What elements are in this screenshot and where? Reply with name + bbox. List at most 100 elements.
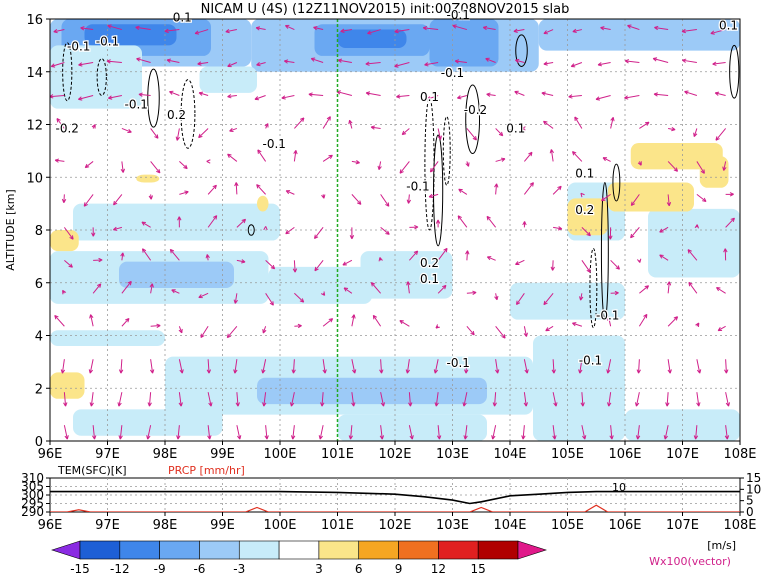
vector-57 xyxy=(169,248,180,261)
vector-105 xyxy=(289,392,295,407)
vector-46 xyxy=(148,194,153,200)
vector-145 xyxy=(379,359,384,374)
vector-250 xyxy=(607,316,612,327)
vector-185 xyxy=(466,325,475,336)
sub-series-line-1 xyxy=(50,504,740,512)
vector-125 xyxy=(322,154,333,162)
vector-285 xyxy=(654,25,669,31)
sub-xtick-label-6: 102E xyxy=(378,518,411,533)
vector-137 xyxy=(351,194,362,205)
vector-241 xyxy=(580,192,585,198)
sub-grid-lines xyxy=(50,478,740,512)
vector-296 xyxy=(684,90,698,96)
vector-41 xyxy=(149,359,155,374)
contour-label-20: 0.1 xyxy=(719,19,738,33)
vector-273 xyxy=(663,425,669,440)
colorbar-seg-1 xyxy=(79,540,121,560)
vector-96 xyxy=(265,259,276,270)
shade-patch-13 xyxy=(268,266,372,304)
contour-label-6: 0.1 xyxy=(173,11,192,25)
vector-169 xyxy=(436,425,442,440)
shade-patch-31 xyxy=(136,174,160,183)
vector-138 xyxy=(351,160,360,165)
contour-label-16: -0.1 xyxy=(579,354,602,368)
vector-143 xyxy=(379,425,385,440)
vector-49 xyxy=(138,92,151,97)
contour-3 xyxy=(180,79,196,149)
colorbar-tick-2: -9 xyxy=(154,562,166,575)
vector-1 xyxy=(63,392,68,407)
sub-xtick-label-4: 100E xyxy=(263,518,296,533)
vector-191 xyxy=(466,128,477,141)
contour-label-9: 0.1 xyxy=(420,90,439,104)
vector-32 xyxy=(112,226,123,231)
vector-246 xyxy=(572,28,582,34)
vector-266 xyxy=(630,227,640,239)
surface-panel: TEM(SFC)[K] PRCP [mm/hr] 10 310305300295… xyxy=(21,464,761,533)
vector-231 xyxy=(541,91,554,96)
sub-xtick-label-2: 98E xyxy=(153,518,178,533)
shade-patch-9 xyxy=(199,66,257,93)
vector-24 xyxy=(78,62,94,67)
vector-146 xyxy=(372,314,382,327)
vector-0 xyxy=(63,425,69,440)
vector-182 xyxy=(463,425,468,440)
contour-label-7: -0.1 xyxy=(406,179,429,193)
vector-225 xyxy=(543,292,554,306)
vector-126 xyxy=(322,116,331,129)
shade-patch-18 xyxy=(533,335,625,441)
main-x-ticks: 96E 97E 98E 99E 100E 101E 102E 103E 104E 105E 106E… xyxy=(38,441,757,462)
vector-69 xyxy=(198,292,209,299)
vector-61 xyxy=(175,128,180,141)
vector-217 xyxy=(521,126,526,131)
shade-patch-20 xyxy=(337,414,487,441)
vector-258 xyxy=(597,62,611,67)
contour-label-10: -0.2 xyxy=(464,103,487,117)
vector-21 xyxy=(84,161,94,169)
vector-204 xyxy=(495,128,504,137)
vector-247 xyxy=(609,425,614,440)
sub-left-tick-label-2: 300 xyxy=(21,488,44,502)
vector-12 xyxy=(53,28,65,34)
vector-19 xyxy=(91,227,96,237)
vector-222 xyxy=(552,392,558,407)
main-xtick-label-8: 104E xyxy=(493,447,526,462)
contour-9 xyxy=(589,247,598,329)
vector-136 xyxy=(349,227,355,240)
vector-154 xyxy=(365,61,381,66)
shade-patch-12 xyxy=(119,261,234,289)
contour-label-0: -0.1 xyxy=(67,40,90,54)
vector-123 xyxy=(313,227,324,240)
contour-11 xyxy=(247,224,255,236)
vector-270 xyxy=(624,94,640,100)
vector-195 xyxy=(491,425,497,440)
vector-55 xyxy=(178,326,183,334)
vector-158 xyxy=(405,359,410,374)
vector-245 xyxy=(570,62,583,68)
shade-patch-27 xyxy=(607,182,694,212)
vector-28 xyxy=(118,359,124,374)
vector-98 xyxy=(256,184,266,195)
vector-275 xyxy=(667,359,672,374)
vector-295 xyxy=(693,128,698,138)
vector-206 xyxy=(485,57,496,63)
vector-237 xyxy=(572,322,583,327)
vector-119 xyxy=(322,359,327,374)
shade-patch-10 xyxy=(73,203,280,241)
colorbar-seg-3 xyxy=(159,540,200,560)
colorbar-seg-9 xyxy=(398,540,439,560)
vector-256 xyxy=(610,116,615,129)
vector-128 xyxy=(310,57,324,63)
vector-227 xyxy=(553,226,563,231)
main-xtick-label-0: 96E xyxy=(38,447,63,462)
shade-patch-25 xyxy=(630,142,723,170)
vector-272 xyxy=(627,24,640,31)
vector-40 xyxy=(147,392,152,407)
main-ytick-label-5: 10 xyxy=(26,171,43,186)
colorbar-seg-11 xyxy=(477,540,519,560)
vector-301 xyxy=(724,359,729,374)
main-xtick-label-6: 102E xyxy=(378,447,411,462)
vector-95 xyxy=(265,293,274,306)
colorbar-tick-1: -12 xyxy=(110,562,130,575)
